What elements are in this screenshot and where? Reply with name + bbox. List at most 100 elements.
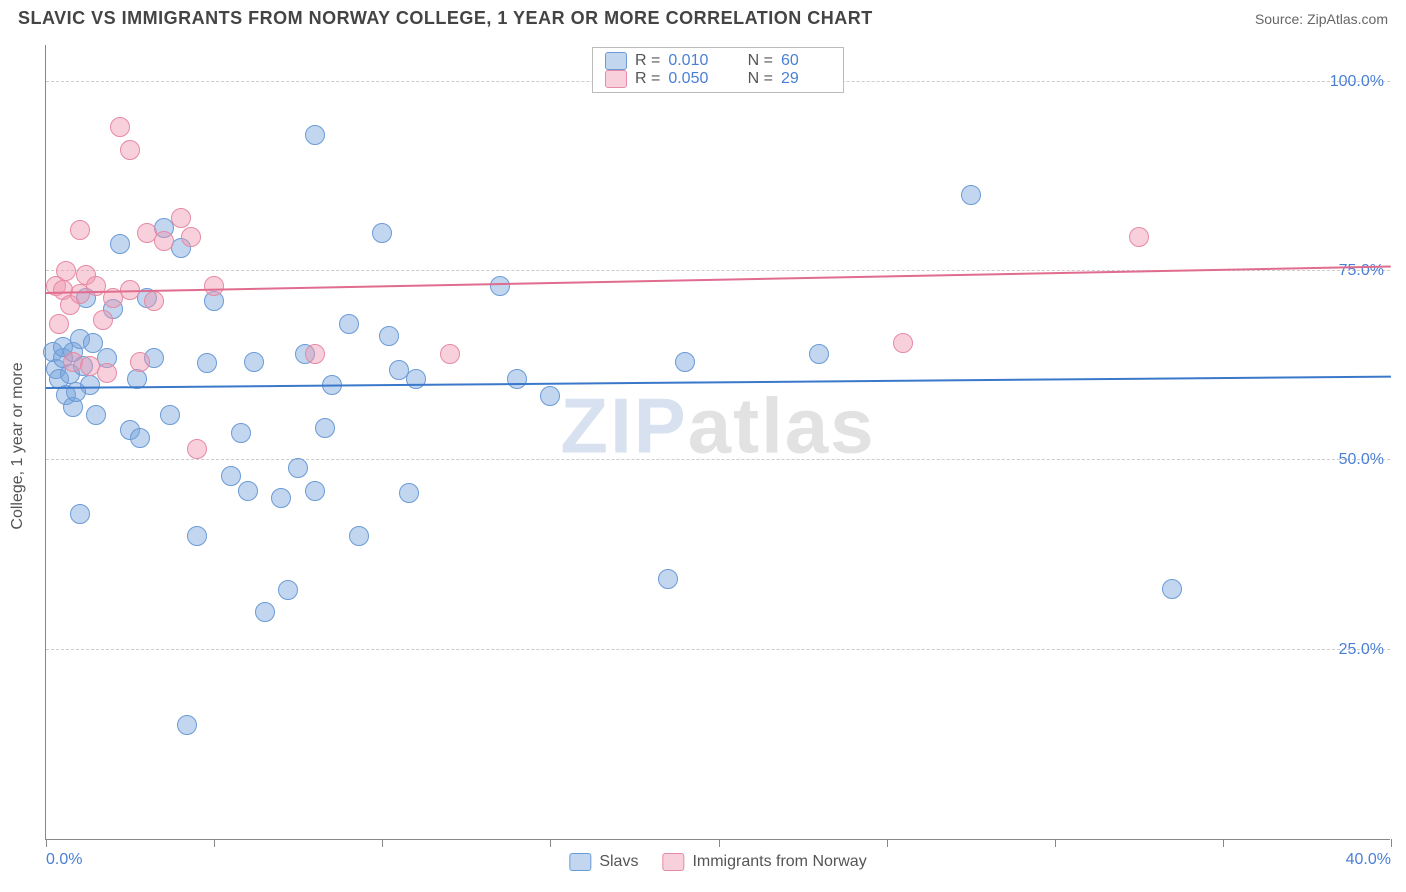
data-point	[204, 276, 224, 296]
data-point	[197, 353, 217, 373]
data-point	[97, 363, 117, 383]
x-tick	[382, 839, 383, 847]
source-attribution: Source: ZipAtlas.com	[1255, 11, 1388, 27]
data-point	[288, 458, 308, 478]
data-point	[49, 314, 69, 334]
x-tick	[1223, 839, 1224, 847]
x-tick	[1391, 839, 1392, 847]
data-point	[66, 382, 86, 402]
legend-swatch	[662, 853, 684, 871]
data-point	[372, 223, 392, 243]
watermark-part2: atlas	[688, 382, 876, 470]
x-tick	[214, 839, 215, 847]
data-point	[540, 386, 560, 406]
legend-n-value: 29	[781, 70, 831, 88]
data-point	[1129, 227, 1149, 247]
source-prefix: Source:	[1255, 11, 1307, 27]
legend-r-prefix: R =	[635, 52, 660, 70]
gridline	[46, 459, 1390, 460]
legend-row: R = 0.010 N = 60	[605, 52, 831, 70]
x-tick	[719, 839, 720, 847]
legend-n-prefix: N =	[748, 52, 773, 70]
data-point	[507, 369, 527, 389]
data-point	[110, 117, 130, 137]
data-point	[110, 234, 130, 254]
data-point	[1162, 579, 1182, 599]
watermark: ZIPatlas	[560, 381, 875, 472]
data-point	[120, 140, 140, 160]
gridline	[46, 649, 1390, 650]
data-point	[399, 483, 419, 503]
y-tick-label: 25.0%	[1339, 641, 1384, 659]
series-legend: Slavs Immigrants from Norway	[569, 853, 866, 871]
chart-area: ZIPatlas 25.0%50.0%75.0%100.0%0.0%40.0% …	[45, 45, 1390, 840]
data-point	[187, 526, 207, 546]
data-point	[339, 314, 359, 334]
data-point	[305, 125, 325, 145]
data-point	[490, 276, 510, 296]
data-point	[305, 344, 325, 364]
legend-swatch	[569, 853, 591, 871]
data-point	[70, 504, 90, 524]
data-point	[130, 352, 150, 372]
data-point	[177, 715, 197, 735]
data-point	[305, 481, 325, 501]
x-tick	[46, 839, 47, 847]
data-point	[379, 326, 399, 346]
data-point	[271, 488, 291, 508]
data-point	[893, 333, 913, 353]
data-point	[70, 220, 90, 240]
y-tick-label: 100.0%	[1330, 73, 1384, 91]
data-point	[130, 428, 150, 448]
legend-swatch	[605, 70, 627, 88]
legend-label: Immigrants from Norway	[692, 853, 866, 871]
source-name: ZipAtlas.com	[1307, 11, 1388, 27]
chart-title: SLAVIC VS IMMIGRANTS FROM NORWAY COLLEGE…	[18, 8, 873, 29]
legend-label: Slavs	[599, 853, 638, 871]
legend-swatch	[605, 52, 627, 70]
legend-row: R = 0.050 N = 29	[605, 70, 831, 88]
legend-r-value: 0.050	[668, 70, 718, 88]
data-point	[154, 231, 174, 251]
x-tick	[1055, 839, 1056, 847]
data-point	[961, 185, 981, 205]
data-point	[56, 261, 76, 281]
x-tick-label: 0.0%	[46, 851, 82, 869]
legend-n-value: 60	[781, 52, 831, 70]
data-point	[315, 418, 335, 438]
data-point	[160, 405, 180, 425]
data-point	[809, 344, 829, 364]
data-point	[144, 291, 164, 311]
data-point	[440, 344, 460, 364]
legend-r-value: 0.010	[668, 52, 718, 70]
correlation-legend: R = 0.010 N = 60R = 0.050 N = 29	[592, 47, 844, 93]
data-point	[244, 352, 264, 372]
trend-line	[46, 375, 1391, 388]
x-tick-label: 40.0%	[1346, 851, 1391, 869]
legend-item: Immigrants from Norway	[662, 853, 866, 871]
legend-r-prefix: R =	[635, 70, 660, 88]
legend-n-prefix: N =	[748, 70, 773, 88]
x-tick	[550, 839, 551, 847]
data-point	[238, 481, 258, 501]
legend-item: Slavs	[569, 853, 638, 871]
chart-header: SLAVIC VS IMMIGRANTS FROM NORWAY COLLEGE…	[0, 0, 1406, 33]
y-tick-label: 50.0%	[1339, 451, 1384, 469]
data-point	[171, 208, 191, 228]
data-point	[278, 580, 298, 600]
plot-area: ZIPatlas 25.0%50.0%75.0%100.0%0.0%40.0%	[46, 45, 1390, 839]
data-point	[675, 352, 695, 372]
y-axis-label: College, 1 year or more	[9, 362, 27, 529]
data-point	[221, 466, 241, 486]
x-tick	[887, 839, 888, 847]
data-point	[349, 526, 369, 546]
watermark-part1: ZIP	[560, 382, 687, 470]
data-point	[255, 602, 275, 622]
data-point	[181, 227, 201, 247]
data-point	[658, 569, 678, 589]
data-point	[86, 405, 106, 425]
data-point	[231, 423, 251, 443]
data-point	[83, 333, 103, 353]
data-point	[187, 439, 207, 459]
data-point	[93, 310, 113, 330]
